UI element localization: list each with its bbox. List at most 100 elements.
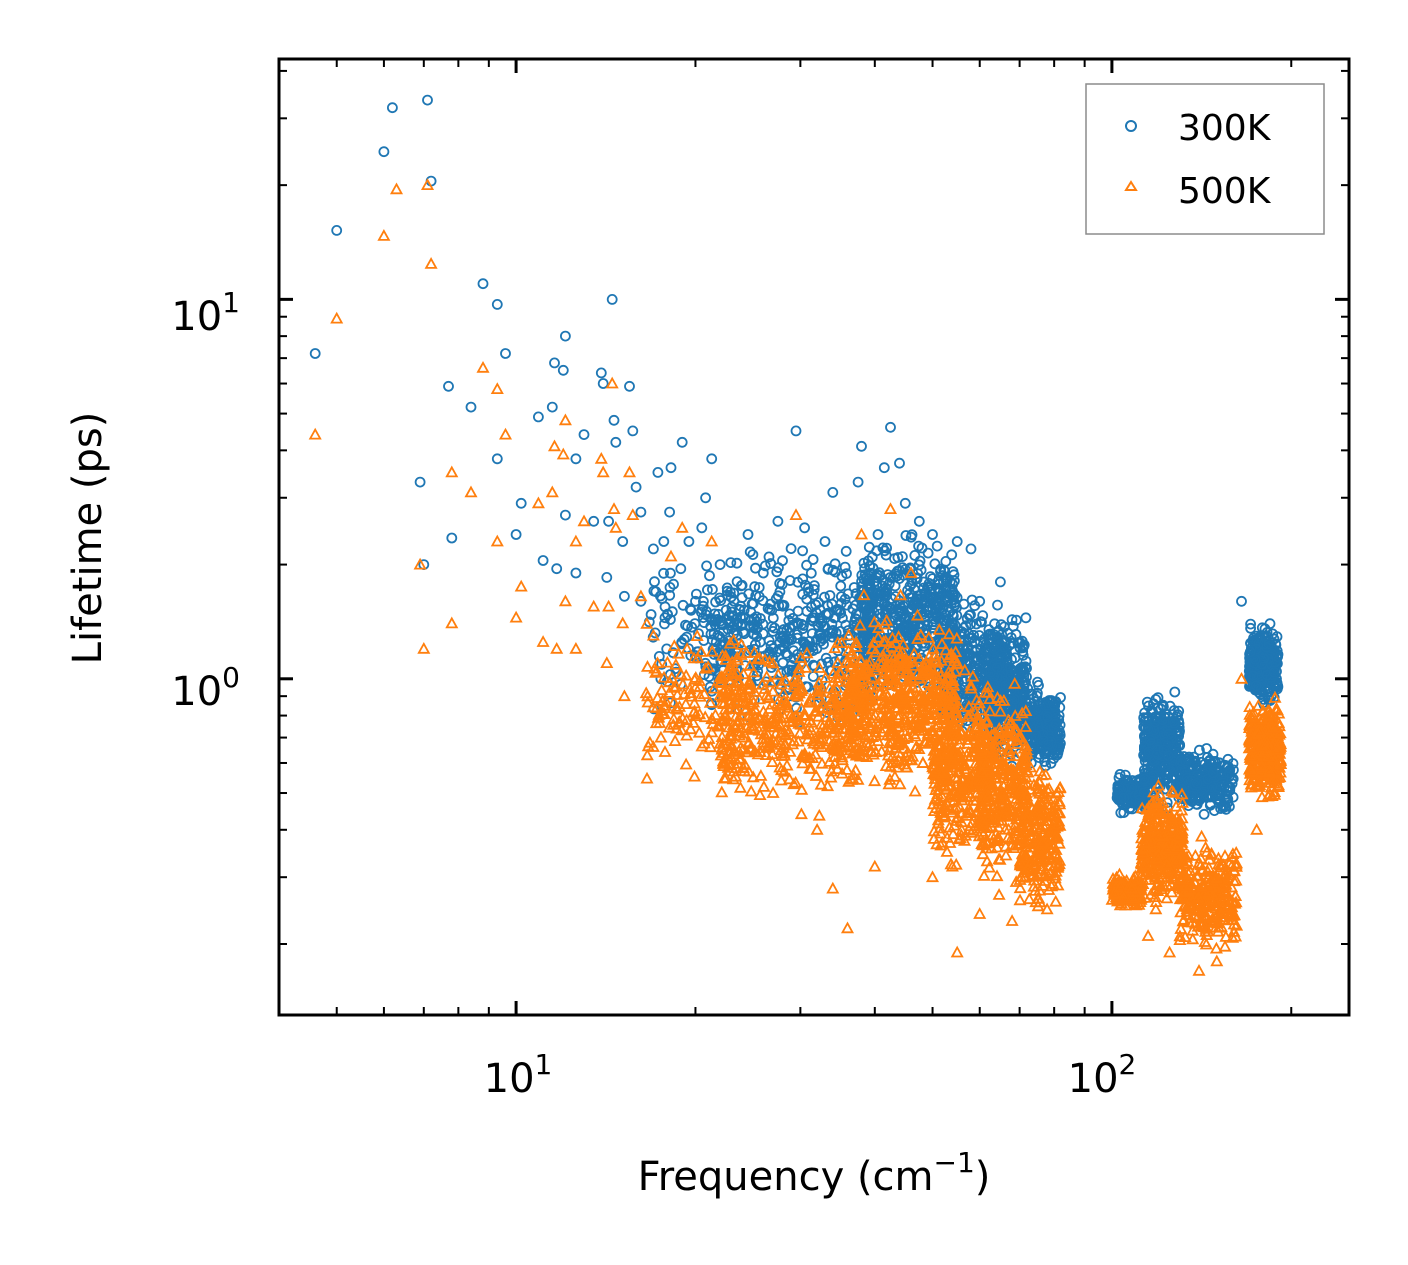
point-300k [1007,620,1019,632]
point-300k [939,639,951,651]
point-300k [999,642,1010,653]
point-300k [902,585,913,596]
point-300k [1009,652,1021,664]
point-300k [817,633,829,645]
point-300k [771,566,783,578]
point-300k [1007,695,1018,706]
point-300k [1033,705,1044,717]
point-300k [685,604,697,616]
point-300k [970,655,982,667]
point-300k [681,631,693,643]
point-300k [796,618,807,630]
point-300k [698,596,709,607]
point-300k [810,607,822,618]
point-300k [927,616,938,628]
point-300k [989,618,1000,630]
point-300k [744,546,756,558]
point-300k [704,570,715,582]
point-300k [705,628,717,640]
data-points [308,94,1288,976]
point-300k [881,586,892,598]
point-300k [934,586,946,598]
point-300k [1048,753,1060,764]
point-300k [808,612,820,624]
point-300k [1020,612,1032,624]
point-300k [807,671,819,682]
point-300k [840,545,852,557]
point-300k [715,655,727,667]
point-300k [841,568,852,579]
point-300k [862,604,874,615]
point-300k [1017,646,1029,657]
point-300k [747,549,759,560]
point-300k [871,545,883,557]
point-300k [991,715,1002,727]
point-300k [743,588,755,600]
point-300k [958,598,970,610]
point-300k [944,584,956,596]
point-300k [770,593,782,605]
point-300k [889,580,901,592]
point-300k [914,593,926,605]
point-300k [889,553,900,564]
point-300k [755,613,766,624]
point-300k [678,634,690,645]
point-300k [707,584,718,595]
point-300k [728,628,740,640]
point-300k [782,650,794,661]
point-300k [941,574,953,586]
point-300k [997,693,1009,704]
point-300k [645,609,657,620]
point-300k [958,688,969,700]
point-300k [931,540,943,552]
point-300k [1133,789,1145,801]
point-300k [784,575,796,586]
point-300k [757,595,769,606]
point-300k [777,600,789,612]
point-300k [850,608,862,620]
point-300k [972,673,984,684]
point-300k [658,567,669,579]
point-300k [769,622,780,634]
point-300k [801,559,812,571]
point-300k [909,550,921,561]
point-300k [714,592,725,604]
point-300k [840,619,852,631]
point-300k [995,619,1007,631]
point-300k [649,576,660,588]
point-300k [977,649,988,660]
point-300k [925,571,936,582]
point-300k [759,560,771,572]
point-300k [920,587,932,598]
point-300k [763,551,775,563]
point-300k [797,545,808,557]
point-300k [977,610,989,621]
point-300k [875,586,887,598]
point-300k [913,559,925,571]
point-300k [807,589,819,601]
point-300k [822,656,834,668]
point-300k [839,561,851,573]
point-300k [747,628,759,640]
point-300k [940,556,952,567]
point-300k [1052,741,1064,753]
point-300k [798,637,810,649]
point-300k [1013,667,1025,679]
point-300k [915,564,927,576]
point-300k [705,613,717,624]
point-300k [748,643,760,655]
point-300k [721,582,733,594]
point-300k [811,634,822,646]
point-300k [829,558,841,570]
point-300k [806,614,817,626]
point-300k [848,582,860,593]
point-300k [726,601,738,613]
point-300k [908,621,919,633]
point-300k [665,614,676,625]
point-300k [736,579,748,591]
point-300k [1043,739,1054,750]
point-300k [958,676,970,687]
point-300k [1006,614,1018,626]
point-300k [712,614,724,625]
point-300k [890,591,901,602]
